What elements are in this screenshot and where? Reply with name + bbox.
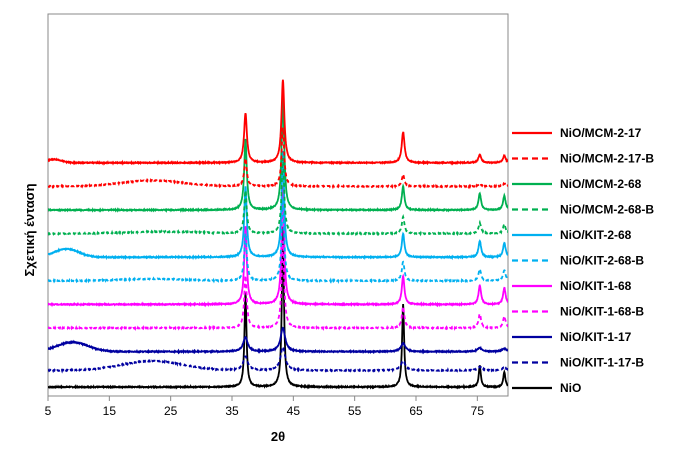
legend-label: NiO/KIT-1-68-B (560, 305, 644, 319)
legend-item: NiO/KIT-2-68-B (512, 254, 644, 268)
legend: NiO/MCM-2-17 NiO/MCM-2-17-B NiO/MCM-2-68 Ni… (512, 126, 654, 395)
legend-label: NiO (560, 381, 581, 395)
legend-label: NiO/KIT-1-17-B (560, 356, 644, 370)
legend-label: NiO/KIT-1-17 (560, 330, 632, 344)
x-tick-label: 15 (103, 404, 117, 418)
x-axis-title: 2θ (271, 429, 285, 444)
series-line-nio-mcm-2-68-b (48, 157, 508, 237)
legend-label: NiO/MCM-2-68-B (560, 203, 654, 217)
series-line-nio-mcm-2-17 (48, 79, 508, 166)
legend-label: NiO/KIT-2-68-B (560, 254, 644, 268)
legend-item: NiO/MCM-2-68 (512, 177, 642, 191)
series-line-nio (48, 226, 508, 390)
x-tick-label: 45 (287, 404, 301, 418)
x-tick-label: 65 (409, 404, 423, 418)
legend-item: NiO/KIT-1-17 (512, 330, 632, 344)
series-line-nio-kit-1-17-b (48, 344, 508, 374)
legend-label: NiO/KIT-2-68 (560, 228, 632, 242)
series-line-nio-mcm-2-17-b (48, 127, 508, 190)
plot-frame (47, 13, 509, 397)
legend-item: NiO/MCM-2-17-B (512, 152, 654, 166)
x-tick-label: 35 (225, 404, 239, 418)
x-tick-label: 55 (348, 404, 362, 418)
series-line-nio-mcm-2-68 (48, 91, 508, 213)
x-tick-label: 75 (471, 404, 485, 418)
legend-item: NiO/MCM-2-17 (512, 126, 642, 140)
legend-item: NiO/KIT-1-68-B (512, 305, 644, 319)
plot-area (47, 13, 509, 397)
series-line-nio-kit-2-68 (48, 150, 508, 261)
legend-item: NiO/KIT-1-17-B (512, 356, 644, 370)
y-axis-title: Σχετική ένταση (22, 183, 37, 276)
traces (48, 79, 508, 390)
legend-item: NiO/MCM-2-68-B (512, 203, 654, 217)
series-line-nio-kit-1-68 (48, 185, 508, 308)
x-tick-label: 5 (45, 404, 52, 418)
legend-label: NiO/MCM-2-17-B (560, 152, 654, 166)
legend-label: NiO/KIT-1-68 (560, 279, 632, 293)
legend-item: NiO/KIT-1-68 (512, 279, 632, 293)
legend-label: NiO/MCM-2-17 (560, 126, 642, 140)
legend-item: NiO/KIT-2-68 (512, 228, 632, 242)
legend-label: NiO/MCM-2-68 (560, 177, 642, 191)
series-line-nio-kit-1-68-b (48, 240, 508, 332)
series-line-nio-kit-1-17 (48, 326, 508, 355)
x-tick-label: 25 (164, 404, 178, 418)
legend-item: NiO (512, 381, 581, 395)
series-line-nio-kit-2-68-b (48, 198, 508, 284)
x-axis: 5 15 25 35 45 55 65 75 (45, 395, 508, 418)
